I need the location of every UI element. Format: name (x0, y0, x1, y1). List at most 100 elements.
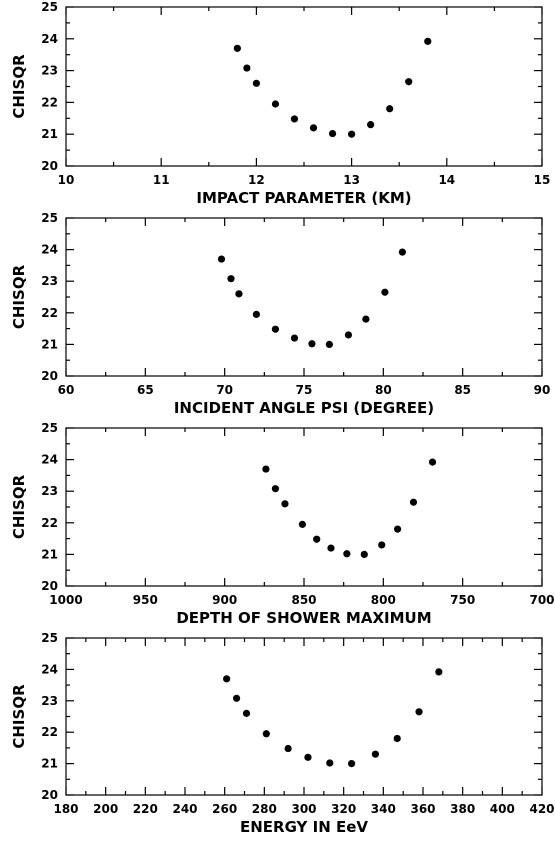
data-point (243, 64, 250, 71)
y-tick-label: 23 (41, 274, 58, 288)
data-point (386, 105, 393, 112)
data-point (310, 124, 317, 131)
plot-frame (66, 218, 542, 376)
x-tick-label: 85 (454, 383, 471, 397)
data-point (378, 541, 385, 548)
data-point (372, 751, 379, 758)
x-tick-label: 300 (291, 802, 316, 816)
y-tick-label: 21 (41, 757, 58, 771)
plot-frame (66, 7, 542, 166)
y-axis-title: CHISQR (10, 684, 28, 749)
y-tick-label: 23 (41, 694, 58, 708)
data-point (399, 249, 406, 256)
data-point (362, 316, 369, 323)
x-axis-title: DEPTH OF SHOWER MAXIMUM (176, 609, 431, 627)
x-tick-label: 950 (133, 593, 158, 607)
x-tick-label: 200 (93, 802, 118, 816)
y-tick-label: 23 (41, 64, 58, 78)
y-tick-label: 24 (41, 32, 58, 46)
y-tick-label: 22 (41, 725, 58, 739)
data-point (348, 760, 355, 767)
x-tick-label: 10 (58, 173, 75, 187)
x-tick-label: 340 (371, 802, 396, 816)
y-tick-label: 25 (41, 211, 58, 225)
data-point (272, 485, 279, 492)
x-tick-label: 280 (252, 802, 277, 816)
plot-frame (66, 638, 542, 795)
data-point (381, 289, 388, 296)
x-axis-title: IMPACT PARAMETER (KM) (196, 189, 411, 207)
data-point (272, 100, 279, 107)
y-tick-label: 22 (41, 95, 58, 109)
data-point (405, 78, 412, 85)
y-axis-title: CHISQR (10, 54, 28, 119)
chart-panel-1: 20 21 22 23 24 25 10 11 12 13 14 15 IMPACT PARAMETER… (10, 0, 550, 207)
data-point (327, 544, 334, 551)
data-point (367, 121, 374, 128)
data-point (285, 745, 292, 752)
data-point (308, 340, 315, 347)
data-point (326, 759, 333, 766)
x-tick-label: 13 (343, 173, 360, 187)
data-point (361, 551, 368, 558)
x-tick-label: 750 (450, 593, 475, 607)
x-axis-title: ENERGY IN EeV (240, 818, 368, 836)
data-point (394, 526, 401, 533)
x-tick-label: 90 (534, 383, 551, 397)
data-point (291, 115, 298, 122)
data-point (218, 255, 225, 262)
x-tick-label: 320 (331, 802, 356, 816)
chart-panel-2: 20 21 22 23 24 25 60 65 70 75 80 85 90 INCIDENT ANGLE… (10, 211, 550, 417)
x-axis-title: INCIDENT ANGLE PSI (DEGREE) (174, 399, 434, 417)
x-tick-label: 12 (248, 173, 265, 187)
y-tick-label: 20 (41, 788, 58, 802)
data-point (253, 80, 260, 87)
x-tick-label: 80 (375, 383, 392, 397)
y-tick-label: 21 (41, 337, 58, 351)
x-tick-label: 14 (438, 173, 455, 187)
x-tick-label: 240 (172, 802, 197, 816)
data-point (410, 499, 417, 506)
data-point (233, 695, 240, 702)
data-point (235, 290, 242, 297)
x-tick-label: 700 (529, 593, 554, 607)
data-point (343, 550, 350, 557)
data-point (313, 536, 320, 543)
x-tick-label: 180 (53, 802, 78, 816)
y-tick-label: 24 (41, 453, 58, 467)
y-tick-label: 22 (41, 306, 58, 320)
y-tick-label: 20 (41, 579, 58, 593)
x-tick-label: 850 (291, 593, 316, 607)
x-tick-label: 70 (216, 383, 233, 397)
y-tick-label: 25 (41, 421, 58, 435)
data-point (281, 500, 288, 507)
data-point (326, 341, 333, 348)
data-point (227, 275, 234, 282)
y-tick-label: 23 (41, 484, 58, 498)
data-point (272, 326, 279, 333)
y-axis-title: CHISQR (10, 474, 28, 539)
data-point (304, 754, 311, 761)
data-point (415, 708, 422, 715)
y-axis-title: CHISQR (10, 264, 28, 329)
data-point (263, 730, 270, 737)
plot-frame (66, 428, 542, 586)
x-tick-label: 260 (212, 802, 237, 816)
x-tick-label: 420 (529, 802, 554, 816)
data-point (234, 45, 241, 52)
y-tick-label: 24 (41, 662, 58, 676)
y-tick-label: 25 (41, 631, 58, 645)
x-tick-label: 15 (534, 173, 551, 187)
data-point (429, 459, 436, 466)
data-point (394, 735, 401, 742)
x-tick-label: 65 (137, 383, 154, 397)
data-point (243, 710, 250, 717)
chart-panel-3: 20 21 22 23 24 25 1000 950 900 850 800 750 700 DEPTH … (10, 421, 555, 627)
y-tick-label: 21 (41, 547, 58, 561)
data-point (299, 521, 306, 528)
y-tick-label: 24 (41, 243, 58, 257)
x-tick-label: 360 (410, 802, 435, 816)
data-point (253, 311, 260, 318)
data-point (329, 130, 336, 137)
y-tick-label: 20 (41, 369, 58, 383)
